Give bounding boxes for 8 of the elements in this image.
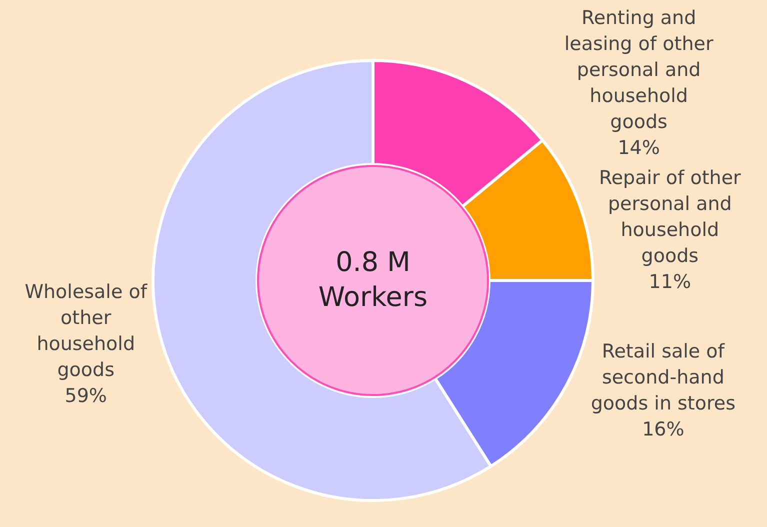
slice-label: Repair of other personal and household goods: [599, 166, 742, 267]
data-label: 16%: [642, 418, 684, 441]
slice-label: Renting and leasing of other personal and household goods: [564, 6, 714, 133]
slice-label: Retail sale of second-hand goods in stores: [590, 340, 736, 415]
data-label: 59%: [64, 384, 107, 407]
slice-label: Wholesale of other household goods: [24, 280, 148, 381]
data-label: 14%: [618, 136, 660, 159]
data-label: 11%: [648, 270, 692, 293]
